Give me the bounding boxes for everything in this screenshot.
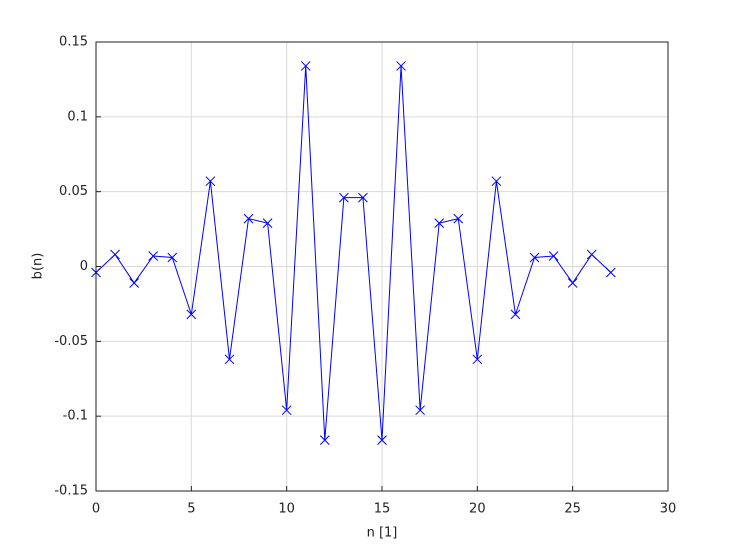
marker	[586, 249, 597, 260]
marker	[224, 354, 235, 365]
y-axis-label: b(n)	[31, 253, 46, 280]
marker	[148, 251, 159, 261]
marker	[262, 218, 273, 228]
x-tick-label: 30	[660, 502, 677, 517]
marker	[186, 309, 197, 320]
marker	[91, 267, 101, 278]
y-tick-label: 0.1	[67, 109, 88, 124]
marker	[605, 267, 616, 278]
marker	[453, 213, 464, 224]
marker	[396, 61, 406, 71]
marker	[319, 435, 330, 445]
marker	[129, 278, 139, 288]
marker	[110, 249, 120, 260]
marker	[548, 251, 559, 261]
x-tick-label: 15	[374, 502, 391, 517]
marker	[434, 218, 445, 228]
y-tick-label: 0	[80, 259, 88, 274]
marker	[529, 252, 540, 263]
marker	[510, 309, 521, 320]
y-tick-label: 0.05	[59, 184, 88, 199]
marker	[377, 435, 387, 445]
x-tick-label: 20	[469, 502, 486, 517]
marker	[205, 176, 216, 187]
marker	[491, 176, 502, 187]
plot-frame	[95, 41, 669, 492]
y-tick-label: -0.1	[63, 409, 88, 424]
marker	[472, 354, 483, 365]
x-tick-label: 10	[278, 502, 295, 517]
marker	[339, 192, 349, 203]
x-axis-label: n [1]	[367, 526, 398, 541]
x-tick-label: 0	[92, 502, 100, 517]
x-tick-label: 25	[564, 502, 581, 517]
y-tick-label: -0.15	[54, 484, 88, 499]
marker	[281, 405, 292, 416]
marker	[300, 61, 311, 71]
marker	[243, 213, 254, 224]
data-line	[95, 65, 612, 441]
y-tick-label: 0.15	[59, 35, 88, 50]
y-tick-label: -0.05	[54, 334, 88, 349]
marker	[415, 405, 425, 416]
x-tick-label: 5	[187, 502, 195, 517]
marker	[167, 252, 178, 263]
marker	[358, 192, 368, 203]
marker	[567, 278, 578, 288]
